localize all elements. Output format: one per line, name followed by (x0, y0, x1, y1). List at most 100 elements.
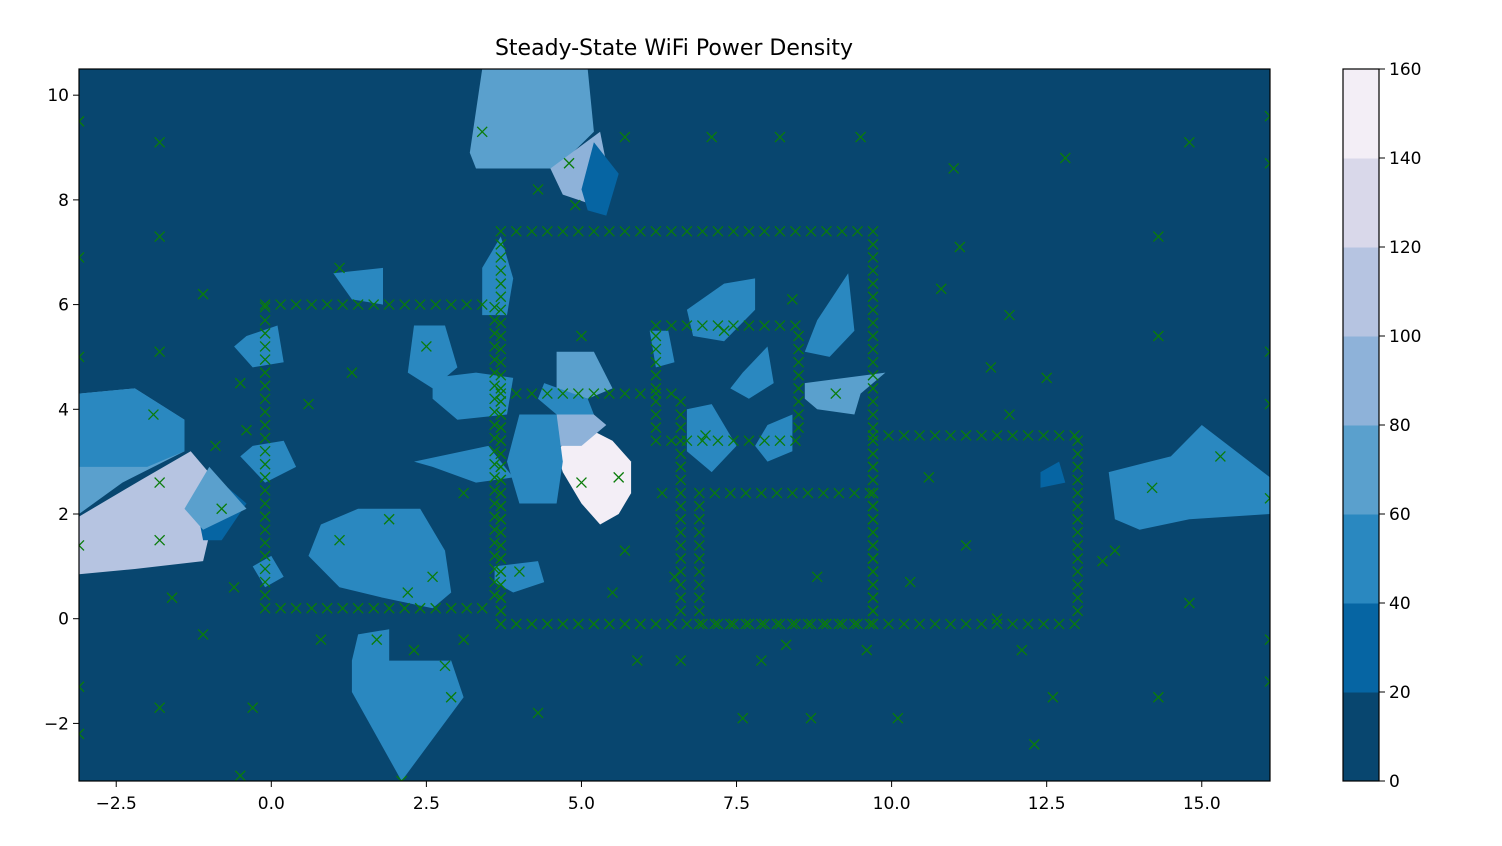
plot-area (79, 69, 1270, 781)
sample-point-marker-42 (259, 511, 271, 523)
colorbar-tick-label: 20 (1389, 683, 1411, 703)
sample-point-marker-417 (718, 325, 730, 337)
sample-point-marker-161 (867, 382, 879, 394)
sample-point-marker-377 (154, 231, 166, 242)
sample-point-marker-331 (675, 409, 687, 420)
sample-point-marker-115 (790, 225, 801, 237)
sample-point-marker-378 (154, 346, 166, 358)
heatmap-region-10 (507, 414, 563, 504)
x-tick-label: 5.0 (568, 794, 595, 814)
sample-point-marker-73 (489, 314, 501, 326)
colorbar-tick-label: 100 (1389, 327, 1421, 347)
sample-point-marker-35 (489, 563, 501, 575)
sample-point-marker-46 (259, 484, 271, 496)
sample-point-marker-316 (495, 500, 507, 512)
sample-point-marker-317 (675, 500, 687, 512)
heatmap-background (79, 69, 1270, 781)
sample-point-marker-450 (1264, 346, 1270, 358)
heatmap-region-26 (804, 273, 855, 357)
sample-point-marker-341 (740, 487, 752, 499)
sample-point-marker-89 (588, 225, 600, 237)
sample-point-marker-108 (743, 618, 755, 630)
sample-point-marker-114 (790, 618, 801, 630)
sample-point-marker-343 (755, 487, 767, 499)
sample-point-marker-112 (774, 618, 786, 630)
sample-point-marker-116 (805, 618, 817, 630)
heatmap-region-22 (686, 278, 756, 342)
sample-point-marker-351 (817, 487, 829, 499)
sample-point-marker-38 (259, 537, 271, 549)
sample-point-marker-31 (489, 589, 501, 601)
sample-point-marker-370 (693, 526, 705, 538)
sample-point-marker-107 (727, 225, 739, 237)
sample-point-marker-57 (489, 419, 501, 431)
sample-point-marker-437 (1041, 372, 1053, 384)
sample-point-marker-296 (650, 618, 662, 630)
sample-point-marker-123 (852, 225, 863, 237)
sample-point-marker-65 (489, 367, 501, 379)
sample-point-marker-304 (495, 579, 507, 591)
sample-point-marker-10 (337, 602, 349, 614)
heatmap-region-23 (730, 346, 774, 399)
sample-point-marker-303 (675, 592, 687, 604)
sample-point-marker-467 (402, 587, 414, 598)
chart-title: Steady-State WiFi Power Density (495, 36, 853, 61)
sample-point-marker-322 (495, 461, 507, 473)
sample-point-marker-371 (867, 526, 879, 538)
sample-point-marker-247 (696, 320, 708, 331)
sample-point-marker-250 (727, 435, 739, 447)
sample-point-marker-74 (259, 301, 271, 313)
sample-point-marker-388 (228, 581, 240, 593)
sample-point-marker-329 (675, 422, 687, 434)
sample-point-marker-258 (790, 435, 801, 447)
sample-point-marker-310 (495, 539, 507, 551)
y-tick-label: 10 (47, 86, 69, 106)
sample-point-marker-399 (371, 634, 383, 646)
sample-point-marker-204 (1022, 618, 1034, 630)
sample-point-marker-193 (929, 430, 941, 441)
sample-point-marker-245 (681, 320, 693, 331)
sample-point-marker-308 (495, 553, 507, 564)
sample-point-marker-421 (805, 712, 817, 724)
sample-point-marker-407 (532, 183, 544, 195)
sample-point-marker-241 (650, 320, 662, 331)
heatmap-region-14 (351, 629, 464, 781)
sample-point-marker-83 (541, 225, 553, 237)
sample-point-marker-282 (541, 618, 553, 630)
sample-point-marker-355 (848, 487, 860, 499)
sample-point-marker-24 (445, 602, 457, 614)
colorbar-band-1 (1343, 603, 1379, 693)
sample-point-marker-364 (693, 566, 705, 578)
sample-point-marker-189 (898, 430, 910, 441)
sample-point-marker-51 (489, 458, 501, 470)
sample-point-marker-318 (495, 487, 507, 499)
colorbar-band-4 (1343, 336, 1379, 426)
sample-point-marker-19 (399, 299, 411, 311)
heatmap-region-9 (556, 404, 607, 446)
sample-point-marker-61 (489, 393, 501, 405)
sample-point-marker-181 (867, 252, 879, 263)
sample-point-marker-319 (675, 487, 687, 499)
sample-point-marker-374 (693, 500, 705, 512)
sample-point-marker-328 (495, 422, 507, 434)
sample-point-marker-13 (352, 299, 364, 311)
sample-point-marker-59 (489, 406, 501, 418)
sample-point-marker-265 (793, 395, 805, 407)
sample-point-marker-290 (603, 618, 615, 630)
sample-point-marker-459 (700, 430, 711, 441)
sample-point-marker-125 (867, 225, 879, 237)
sample-point-marker-60 (259, 393, 271, 405)
sample-point-marker-268 (650, 369, 662, 381)
heatmap-region-18 (333, 267, 383, 305)
sample-point-marker-301 (675, 605, 687, 617)
sample-point-marker-211 (1069, 430, 1081, 441)
sample-point-markers (79, 110, 1270, 781)
sample-point-marker-428 (935, 283, 947, 295)
sample-point-marker-406 (458, 634, 470, 646)
sample-point-marker-283 (541, 388, 553, 400)
sample-point-marker-195 (945, 430, 956, 441)
sample-point-marker-373 (867, 513, 879, 525)
sample-point-marker-177 (867, 278, 879, 290)
sample-point-marker-412 (619, 131, 631, 143)
sample-point-marker-203 (1007, 430, 1019, 441)
